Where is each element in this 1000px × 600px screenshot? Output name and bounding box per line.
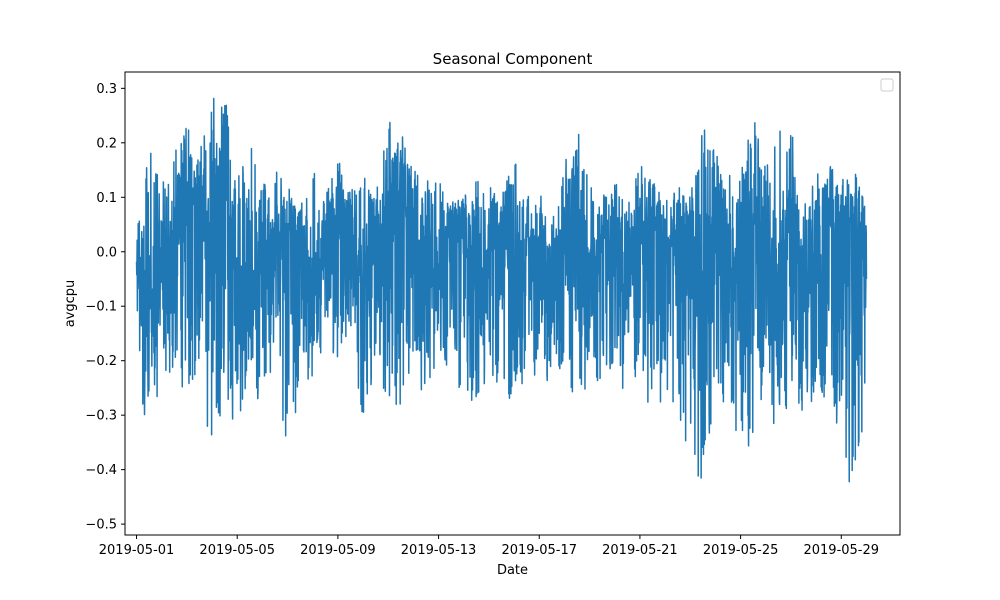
x-tick-label: 2019-05-09 [300, 543, 376, 558]
x-axis-label: Date [497, 563, 528, 578]
y-tick-label: 0.2 [96, 136, 117, 151]
plot-area [135, 97, 868, 483]
y-tick-label: 0.3 [96, 82, 117, 97]
legend-box [880, 78, 894, 92]
y-axis-label: avgcpu [63, 280, 78, 328]
y-tick-label: −0.2 [85, 354, 117, 369]
x-tick-label: 2019-05-21 [602, 543, 678, 558]
series-line [135, 97, 868, 483]
y-tick-label: 0.1 [96, 191, 117, 206]
x-tick-label: 2019-05-29 [803, 543, 879, 558]
axes-frame [124, 71, 901, 536]
x-tick-label: 2019-05-05 [199, 543, 275, 558]
x-tick-label: 2019-05-01 [99, 543, 175, 558]
y-tick-label: −0.5 [85, 518, 117, 533]
chart-title: Seasonal Component [433, 50, 593, 68]
x-tick-label: 2019-05-13 [401, 543, 477, 558]
y-tick-label: 0.0 [96, 245, 117, 260]
y-tick-label: −0.4 [85, 463, 117, 478]
x-tick-label: 2019-05-25 [703, 543, 779, 558]
y-tick-label: −0.1 [85, 300, 117, 315]
legend [880, 78, 894, 92]
x-axis: 2019-05-01 2019-05-05 2019-05-09 2019-05-13… [99, 535, 879, 558]
y-tick-label: −0.3 [85, 409, 117, 424]
x-tick-label: 2019-05-17 [501, 543, 577, 558]
y-axis: −0.5 −0.4 −0.3 −0.2 −0.1 0.0 0.1 0.2 0.3 [85, 82, 125, 533]
